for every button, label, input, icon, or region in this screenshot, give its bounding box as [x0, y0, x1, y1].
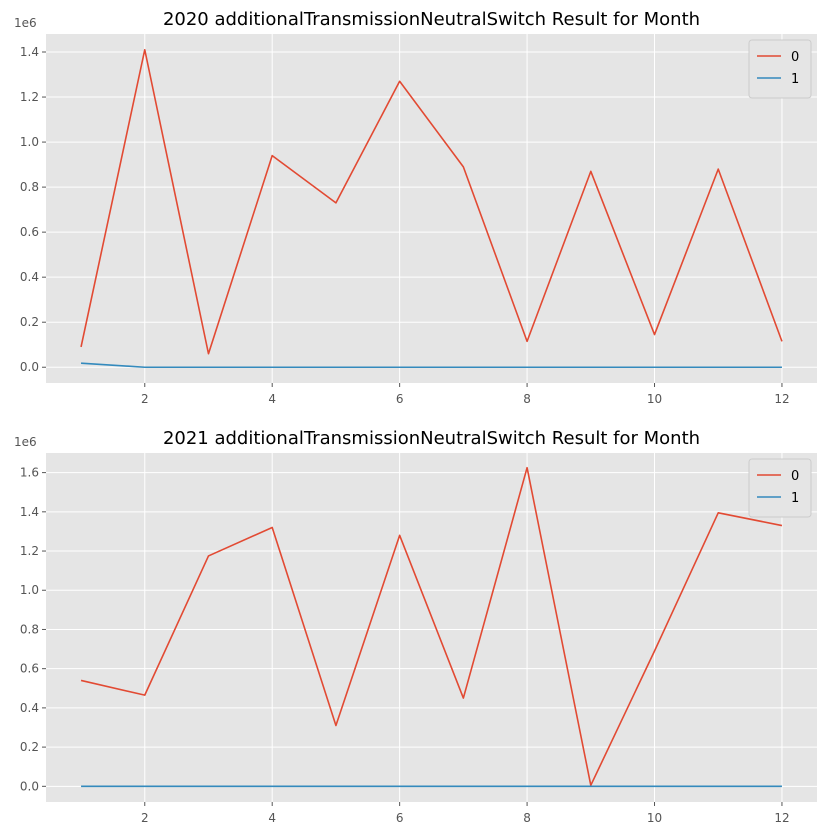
x-tick-label: 8 [523, 392, 531, 406]
x-tick-label: 6 [396, 811, 404, 825]
y-tick-label: 0.8 [20, 180, 39, 194]
y-offset-label: 1e6 [14, 16, 37, 30]
y-tick-label: 0.0 [20, 360, 39, 374]
series-line-0 [80, 48, 783, 355]
x-tick-label: 2 [141, 811, 149, 825]
chart-title: 2021 additionalTransmissionNeutralSwitch… [163, 428, 700, 449]
legend-box [748, 458, 812, 518]
y-tick-label: 0.0 [20, 779, 39, 793]
series-line-1 [80, 362, 782, 369]
y-tick-label: 1.2 [20, 544, 39, 558]
x-tick-label: 4 [268, 811, 276, 825]
x-tick-label: 12 [774, 392, 789, 406]
legend: 01 [748, 39, 812, 99]
y-tick-label: 0.4 [20, 701, 39, 715]
y-tick-label: 1.0 [20, 135, 39, 149]
y-tick-label: 0.6 [20, 662, 39, 676]
y-tick-label: 1.6 [20, 466, 39, 480]
chart-title: 2020 additionalTransmissionNeutralSwitch… [163, 9, 700, 30]
x-tick-label: 8 [523, 811, 531, 825]
plot-background [46, 453, 817, 802]
y-tick-label: 0.8 [20, 622, 39, 636]
y-tick-label: 1.0 [20, 583, 39, 597]
y-tick-label: 1.4 [20, 45, 39, 59]
legend-label-1: 1 [791, 72, 799, 87]
y-offset-label: 1e6 [14, 435, 37, 449]
x-tick-label: 10 [647, 392, 662, 406]
y-tick-label: 0.6 [20, 225, 39, 239]
legend-label-0: 0 [791, 50, 799, 65]
y-tick-label: 0.2 [20, 740, 39, 754]
x-tick-label: 12 [774, 811, 789, 825]
y-tick-label: 1.4 [20, 505, 39, 519]
y-tick-label: 0.2 [20, 315, 39, 329]
x-tick-label: 4 [268, 392, 276, 406]
x-tick-label: 10 [647, 811, 662, 825]
legend-label-0: 0 [791, 469, 799, 484]
x-tick-label: 2 [141, 392, 149, 406]
legend-label-1: 1 [791, 491, 799, 506]
y-tick-label: 0.4 [20, 270, 39, 284]
plot-background [46, 34, 817, 383]
legend-box [748, 39, 812, 99]
x-tick-label: 6 [396, 392, 404, 406]
y-tick-label: 1.2 [20, 90, 39, 104]
legend: 01 [748, 458, 812, 518]
series-line-0 [80, 466, 783, 787]
